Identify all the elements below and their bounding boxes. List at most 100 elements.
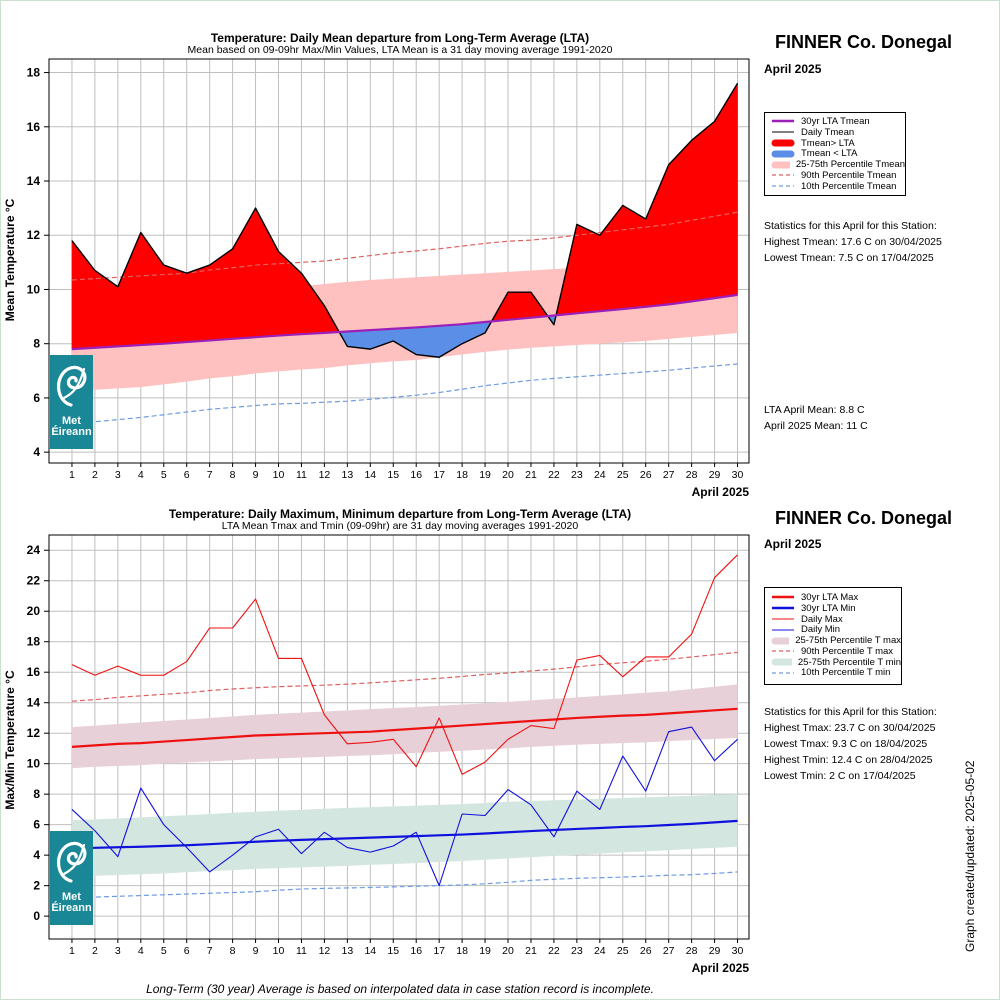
y-tick-label: 8: [33, 337, 40, 351]
legend-item-25-75th-percentile-t-max: 25-75th Percentile T max: [765, 635, 901, 646]
legend-label: 25-75th Percentile T min: [797, 656, 901, 668]
chart1-title: Temperature: Daily Mean departure from L…: [210, 31, 590, 45]
legend-label: Tmean> LTA: [801, 137, 855, 149]
swirl-logo-icon: [57, 841, 87, 883]
x-tick-label: 17: [433, 945, 445, 957]
x-tick-label: 29: [709, 945, 721, 957]
above-lta-fill: [622, 204, 647, 310]
y-tick-label: 16: [27, 120, 41, 134]
chart1-month-mean: April 2025 Mean: 11 C: [764, 420, 868, 432]
legend-swatch: [772, 174, 794, 176]
y-tick-label: 12: [27, 228, 41, 242]
x-tick-label: 1: [69, 469, 75, 481]
chart2-stats-lowest-tmin: Lowest Tmin: 2 C on 17/04/2025: [764, 770, 916, 782]
logo-line2: Éireann: [51, 426, 92, 438]
legend-swatch: [772, 596, 794, 599]
y-tick-label: 14: [27, 174, 41, 188]
swirl-logo-icon: [57, 365, 87, 407]
y-tick-label: 24: [27, 543, 41, 557]
legend-label: 30yr LTA Tmean: [801, 115, 870, 127]
x-tick-label: 21: [525, 945, 537, 957]
legend-label: 10th Percentile T min: [801, 667, 891, 679]
above-lta-fill: [507, 291, 532, 321]
x-tick-label: 21: [525, 469, 537, 481]
chart2-stats-highest-tmax: Highest Tmax: 23.7 C on 30/04/2025: [764, 722, 936, 734]
x-tick-label: 17: [433, 469, 445, 481]
x-tick-label: 12: [319, 469, 331, 481]
x-tick-label: 9: [253, 469, 259, 481]
legend-swatch: [772, 131, 794, 133]
legend-item-daily-tmean: Daily Tmean: [765, 127, 905, 138]
x-tick-label: 5: [161, 945, 167, 957]
chart2-subtitle: LTA Mean Tmax and Tmin (09-09hr) are 31 …: [221, 520, 579, 532]
x-tick-label: 20: [502, 945, 514, 957]
legend-item-tmean-lta: Tmean> LTA: [765, 138, 905, 149]
x-tick-label: 23: [571, 945, 583, 957]
legend-item-daily-max: Daily Max: [765, 614, 901, 625]
x-tick-label: 2: [92, 945, 98, 957]
met-eireann-logo: Met Éireann: [50, 355, 93, 449]
legend-label: 10th Percentile Tmean: [801, 180, 897, 192]
legend-label: 30yr LTA Max: [801, 591, 859, 603]
x-tick-label: 10: [273, 945, 285, 957]
chart2-stats: Statistics for this April for this Stati…: [764, 704, 937, 784]
y-tick-label: 8: [33, 787, 40, 801]
x-tick-label: 3: [115, 945, 121, 957]
x-tick-label: 16: [410, 469, 422, 481]
series-30yr-lta-tmean: [71, 293, 738, 351]
series-10th-percentile-t-min: [71, 871, 738, 899]
legend-swatch: [771, 658, 792, 666]
x-tick-label: 10: [273, 469, 285, 481]
plot-frame: [48, 534, 750, 940]
y-tick-label: 6: [33, 818, 40, 832]
chart2-stats-heading: Statistics for this April for this Stati…: [764, 706, 937, 718]
chart1-grid: [49, 59, 749, 463]
x-tick-label: 27: [663, 469, 675, 481]
legend-swatch: [772, 650, 794, 652]
above-lta-fill: [691, 120, 715, 302]
legend-label: Tmean < LTA: [801, 148, 858, 160]
legend-swatch: [772, 185, 794, 187]
legend-item-tmean-lta: Tmean < LTA: [765, 148, 905, 159]
y-tick-label: 10: [27, 757, 41, 771]
y-tick-label: 4: [33, 848, 40, 862]
legend-item-30yr-lta-min: 30yr LTA Min: [765, 603, 901, 614]
chart2-title: Temperature: Daily Maximum, Minimum depa…: [168, 507, 632, 521]
x-tick-label: 18: [456, 945, 468, 957]
chart1-station-name: FINNER Co. Donegal: [775, 32, 953, 52]
series-30yr-lta-min: [71, 819, 738, 850]
x-tick-label: 20: [502, 469, 514, 481]
y-tick-label: 6: [33, 391, 40, 405]
legend-swatch: [772, 672, 794, 674]
chart2-legend: 30yr LTA Max 30yr LTA Min Daily Max Daily M…: [764, 587, 902, 685]
chart1-stats-highest: Highest Tmean: 17.6 C on 30/04/2025: [764, 236, 942, 248]
series-90th-percentile-t-max: [71, 651, 738, 702]
x-tick-label: 28: [686, 469, 698, 481]
met-eireann-logo-2: Met Éireann: [50, 831, 93, 925]
chart2-x-axis-label: April 2025: [692, 961, 750, 975]
x-tick-label: 29: [709, 469, 721, 481]
x-tick-label: 15: [387, 945, 399, 957]
y-tick-label: 20: [27, 604, 41, 618]
x-tick-label: 19: [479, 469, 491, 481]
above-lta-fill: [186, 264, 210, 343]
x-tick-label: 27: [663, 945, 675, 957]
legend-swatch: [771, 161, 790, 169]
x-tick-label: 14: [364, 945, 376, 957]
x-tick-label: 13: [342, 945, 354, 957]
legend-swatch: [772, 120, 794, 123]
x-tick-label: 30: [732, 469, 744, 481]
chart1-x-axis-label: April 2025: [692, 485, 750, 499]
legend-label: 90th Percentile Tmean: [801, 169, 897, 181]
y-tick-label: 0: [33, 909, 40, 923]
legend-label: Daily Tmean: [801, 126, 855, 138]
legend-item-10th-percentile-t-min: 10th Percentile T min: [765, 667, 901, 679]
legend-swatch: [772, 606, 794, 610]
legend-label: Daily Min: [801, 624, 841, 636]
chart1-stats-lowest: Lowest Tmean: 7.5 C on 17/04/2025: [764, 252, 934, 264]
footer-note: Long-Term (30 year) Average is based on …: [146, 982, 654, 996]
